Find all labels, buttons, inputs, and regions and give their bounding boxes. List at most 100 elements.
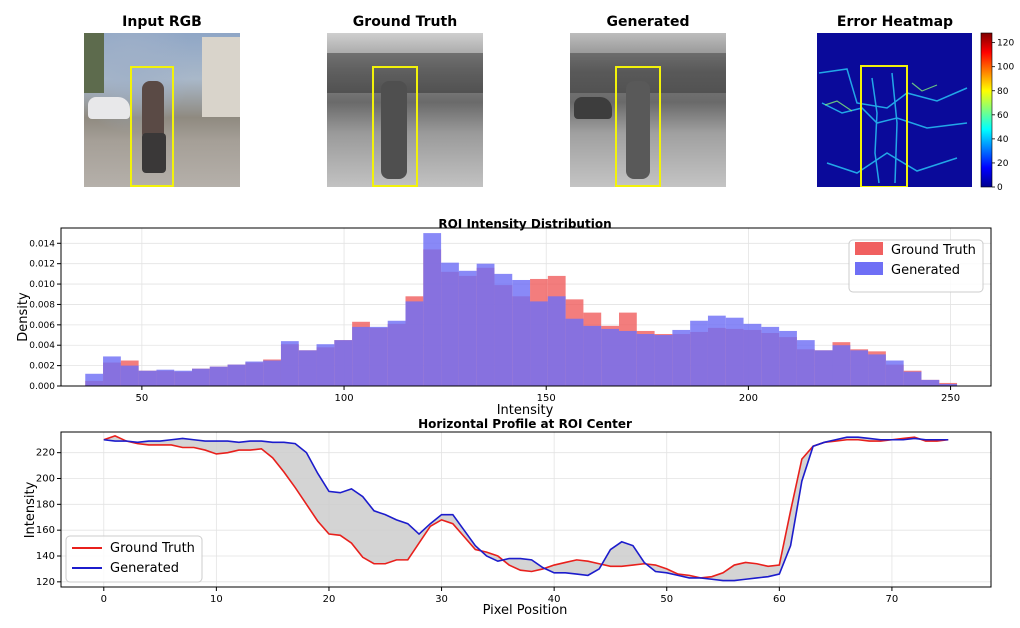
y-tick-label: 220 xyxy=(36,448,55,459)
x-tick-label: 70 xyxy=(886,594,899,605)
input-rgb-image xyxy=(84,33,240,187)
y-tick-label: 0.006 xyxy=(29,321,55,331)
y-tick-label: 0.010 xyxy=(29,280,55,290)
colorbar-tick-label: 100 xyxy=(997,63,1014,73)
histogram-bar-generated xyxy=(85,373,104,386)
colorbar-tick-label: 60 xyxy=(997,111,1009,121)
pedestrian-shape xyxy=(381,81,407,179)
y-tick-label: 0.004 xyxy=(29,341,55,351)
histogram-bar-generated xyxy=(352,326,370,386)
x-tick-label: 150 xyxy=(537,393,556,404)
y-tick-label: 120 xyxy=(36,577,55,588)
histogram-frame xyxy=(60,227,992,387)
histogram-bar-generated xyxy=(690,320,708,386)
y-tick-label: 140 xyxy=(36,551,55,562)
x-tick-label: 250 xyxy=(941,393,960,404)
x-tick-label: 40 xyxy=(548,594,561,605)
histogram-bar-generated xyxy=(316,344,335,386)
histogram-bar-generated xyxy=(743,323,762,386)
profile-title: Horizontal Profile at ROI Center xyxy=(418,417,632,431)
heatmap-texture xyxy=(818,65,968,187)
histogram-bar-generated xyxy=(405,301,424,386)
histogram-bar-generated xyxy=(832,345,851,386)
histogram-bar-generated xyxy=(227,364,246,386)
histogram-bar-generated xyxy=(547,296,566,386)
histogram-bar-generated xyxy=(156,369,175,386)
legend-swatch-generated xyxy=(855,262,883,275)
histogram-bar-generated xyxy=(280,341,299,386)
histogram-bar-generated xyxy=(619,330,637,386)
histogram-bar-generated xyxy=(725,317,744,386)
pedestrian-shape xyxy=(626,81,650,179)
roi-box xyxy=(130,66,174,187)
histogram-bar-generated xyxy=(707,315,726,386)
y-tick-label: 0.002 xyxy=(29,362,55,372)
profile-legend: Ground Truth Generated xyxy=(65,535,203,583)
car-shape xyxy=(88,97,130,119)
y-tick-label: 0.012 xyxy=(29,260,55,270)
building-shape xyxy=(202,37,240,117)
panel-title-ground-truth: Ground Truth xyxy=(352,14,458,30)
histogram-bar-generated xyxy=(138,370,157,386)
histogram-xlabel: Intensity xyxy=(497,403,554,418)
x-tick-label: 50 xyxy=(136,393,149,404)
histogram-bar-generated xyxy=(263,360,281,386)
generated-image xyxy=(570,33,726,187)
histogram-bar-generated xyxy=(583,325,602,386)
error-heatmap-image xyxy=(817,33,972,187)
x-tick-label: 20 xyxy=(323,594,336,605)
profile-ylabel: Intensity xyxy=(23,481,38,538)
histogram-bar-generated xyxy=(601,328,619,386)
x-tick-label: 100 xyxy=(334,393,353,404)
colorbar-tick-label: 80 xyxy=(997,87,1009,97)
tree-shape xyxy=(84,33,104,93)
profile-xlabel: Pixel Position xyxy=(483,603,568,618)
legend-label-generated: Generated xyxy=(110,561,179,576)
histogram-bar-generated xyxy=(512,279,531,386)
histogram-bar-generated xyxy=(885,360,904,386)
histogram-bar-generated xyxy=(476,263,495,386)
histogram-bar-generated xyxy=(458,270,477,386)
histogram-bar-generated xyxy=(298,350,317,386)
y-tick-label: 160 xyxy=(36,525,55,536)
histogram-bar-generated xyxy=(903,371,922,386)
x-tick-label: 30 xyxy=(435,594,448,605)
x-tick-label: 50 xyxy=(660,594,673,605)
colorbar-tick-label: 0 xyxy=(997,183,1003,190)
histogram-bar-generated xyxy=(672,329,691,386)
histogram-bar-generated xyxy=(921,379,940,386)
colorbar-tick-label: 40 xyxy=(997,135,1009,145)
pedestrian-shape xyxy=(142,81,164,141)
histogram-chart: ROI Intensity Distribution 50 100 150 200 25… xyxy=(16,217,992,418)
histogram-legend: Ground Truth Generated xyxy=(848,239,984,293)
histogram-bar-generated xyxy=(423,233,442,386)
y-tick-label: 0.000 xyxy=(29,382,55,392)
roi-box xyxy=(615,66,661,187)
difference-fill xyxy=(103,435,949,581)
legend-label-ground-truth: Ground Truth xyxy=(110,541,195,556)
roi-box xyxy=(372,66,418,187)
histogram-bar-generated xyxy=(850,350,869,386)
histogram-bar-generated xyxy=(868,354,886,386)
histogram-bar-generated xyxy=(761,326,780,386)
series-line-generated xyxy=(103,436,949,582)
profile-frame xyxy=(60,431,992,588)
y-tick-label: 180 xyxy=(36,499,55,510)
x-tick-label: 10 xyxy=(210,594,223,605)
series-line-ground-truth xyxy=(103,435,949,579)
histogram-bar-generated xyxy=(530,301,548,386)
x-tick-label: 200 xyxy=(739,393,758,404)
profile-chart: Horizontal Profile at ROI Center 0 10 20 30… xyxy=(23,417,992,618)
histogram-bar-generated xyxy=(654,335,673,386)
histogram-bar-generated xyxy=(103,356,121,386)
legend-label-generated: Generated xyxy=(891,263,960,278)
y-tick-label: 200 xyxy=(36,474,55,485)
car-shape xyxy=(574,97,612,119)
panel-title-input-rgb: Input RGB xyxy=(122,14,202,30)
colorbar-tick-label: 120 xyxy=(997,39,1014,49)
histogram-bar-generated xyxy=(245,361,264,386)
histogram-bar-generated xyxy=(494,273,513,386)
histogram-bar-generated xyxy=(636,334,655,386)
y-tick-label: 0.008 xyxy=(29,300,55,310)
panel-title-generated: Generated xyxy=(606,14,690,30)
